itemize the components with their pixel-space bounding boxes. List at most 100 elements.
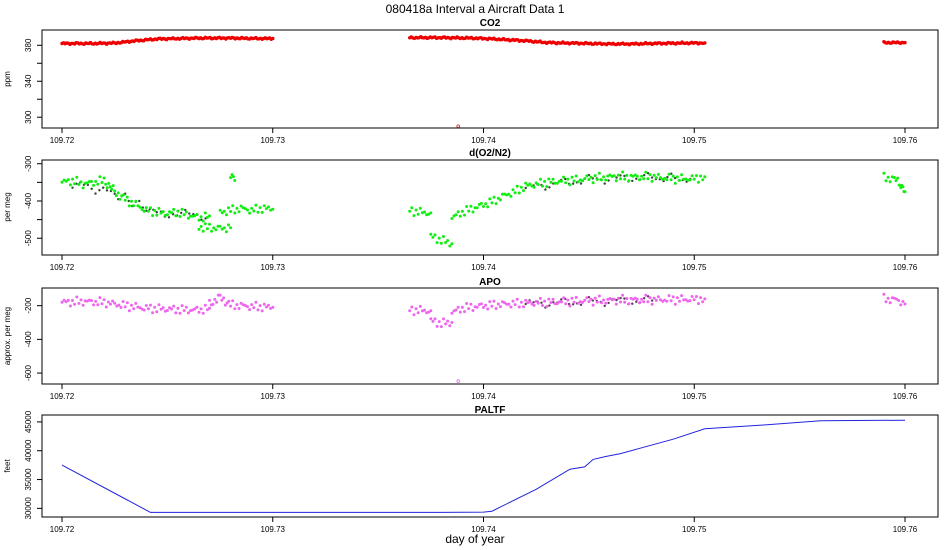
d-o2-n2-data-point [210, 229, 214, 233]
apo-data-point [161, 306, 165, 310]
d-o2-n2-data-point [690, 174, 694, 178]
d-o2-n2-data-point [237, 210, 241, 214]
co2-outlier-point [456, 124, 460, 128]
d-o2-n2-data-point [694, 174, 698, 178]
apo-data-point [616, 296, 620, 300]
apo-data-point [515, 297, 519, 301]
d-o2-n2-data-point-dark [180, 211, 183, 215]
d-o2-n2-ytick-label: -300 [24, 155, 33, 172]
d-o2-n2-data-point-dark [188, 212, 191, 215]
apo-data-point [458, 310, 462, 314]
d-o2-n2-data-point [642, 177, 646, 181]
d-o2-n2-plot-box [41, 159, 939, 256]
apo-data-point [614, 302, 618, 306]
apo-data-point [621, 293, 625, 297]
apo-data-point [182, 309, 186, 313]
d-o2-n2-data-point-dark [571, 182, 575, 185]
apo-data-point [68, 304, 72, 308]
d-o2-n2-data-point [125, 195, 129, 199]
d-o2-n2-data-point [414, 208, 418, 212]
d-o2-n2-data-point [208, 222, 211, 226]
d-o2-n2-xtick-label: 109.75 [682, 263, 707, 272]
d-o2-n2-data-point-dark [90, 187, 93, 190]
apo-data-point [545, 305, 549, 308]
d-o2-n2-data-point [130, 199, 133, 203]
d-o2-n2-data-point [621, 170, 625, 174]
d-o2-n2-data-point-dark [184, 208, 187, 212]
apo-data-point [439, 325, 443, 329]
apo-data-point [543, 299, 547, 303]
apo-data-point [638, 301, 641, 305]
apo-data-point [454, 308, 458, 312]
d-o2-n2-data-point [77, 183, 81, 186]
paltf-ytick-label: 45000 [24, 410, 33, 433]
d-o2-n2-data-point [105, 186, 109, 190]
apo-data-point [180, 304, 184, 308]
apo-data-point [901, 300, 905, 303]
d-o2-n2-data-point [203, 222, 207, 226]
d-o2-n2-data-point [140, 208, 144, 211]
d-o2-n2-data-point-dark [619, 174, 622, 177]
d-o2-n2-data-point [490, 201, 494, 205]
apo-data-point-dark [643, 297, 646, 300]
apo-data-point [591, 303, 595, 307]
x-axis-label: day of year [445, 532, 504, 546]
d-o2-n2-data-point [528, 182, 532, 186]
apo-data-point [132, 307, 136, 311]
d-o2-n2-data-point [229, 210, 233, 213]
d-o2-n2-data-point-dark [548, 186, 551, 189]
d-o2-n2-data-point [656, 172, 660, 176]
d-o2-n2-data-point [79, 180, 83, 184]
apo-data-point [235, 303, 239, 307]
d-o2-n2-data-point [473, 206, 477, 210]
d-o2-n2-data-point [165, 213, 169, 217]
d-o2-n2-data-point-dark [167, 216, 171, 219]
d-o2-n2-data-point [511, 188, 515, 192]
d-o2-n2-data-point [604, 178, 608, 182]
d-o2-n2-data-point [570, 175, 574, 179]
apo-data-point-dark [635, 300, 638, 303]
apo-data-point [522, 305, 525, 309]
apo-data-point [423, 308, 426, 312]
apo-data-point-dark [650, 299, 654, 302]
apo-xtick-label: 109.74 [471, 392, 496, 401]
d-o2-n2-data-point [671, 174, 675, 178]
d-o2-n2-data-point [692, 177, 696, 181]
d-o2-n2-data-point [498, 198, 502, 202]
d-o2-n2-data-point [108, 185, 112, 189]
apo-data-point [507, 302, 511, 306]
apo-data-point [229, 304, 233, 308]
apo-data-point [652, 296, 656, 300]
d-o2-n2-data-point [635, 174, 639, 178]
apo-data-point [157, 303, 161, 307]
apo-ylabel: approx. per meg [3, 307, 12, 365]
apo-data-point [496, 302, 500, 306]
apo-data-point [267, 303, 270, 307]
d-o2-n2-data-point [146, 209, 150, 213]
apo-data-point [117, 303, 121, 307]
d-o2-n2-data-point [536, 183, 540, 186]
apo-data-point [479, 302, 483, 306]
apo-data-point [557, 300, 561, 304]
apo-data-point [442, 317, 445, 321]
apo-data-point [688, 299, 692, 303]
d-o2-n2-data-point [423, 210, 426, 214]
apo-marks: 109.72 109.73 109.74 109.75 109.76 -600 -400 -2… [24, 292, 918, 401]
apo-data-point [227, 299, 231, 303]
d-o2-n2-data-point-dark [615, 176, 618, 179]
apo-data-point [159, 307, 163, 311]
apo-data-point [223, 303, 227, 307]
apo-data-point [446, 319, 450, 323]
d-o2-n2-data-point [444, 241, 448, 244]
apo-data-point-dark [603, 304, 606, 308]
apo-data-point [574, 295, 578, 299]
d-o2-n2-data-point [517, 191, 521, 195]
d-o2-n2-data-point [64, 179, 68, 183]
panel-apo: APO approx. per meg 109.72 109.73 109.74 10… [3, 277, 939, 401]
d-o2-n2-data-point [678, 178, 681, 182]
d-o2-n2-data-point [224, 230, 228, 234]
apo-data-point [262, 302, 266, 306]
co2-xtick-label: 109.75 [682, 136, 707, 145]
apo-data-point [486, 307, 490, 311]
apo-data-point [583, 298, 587, 302]
